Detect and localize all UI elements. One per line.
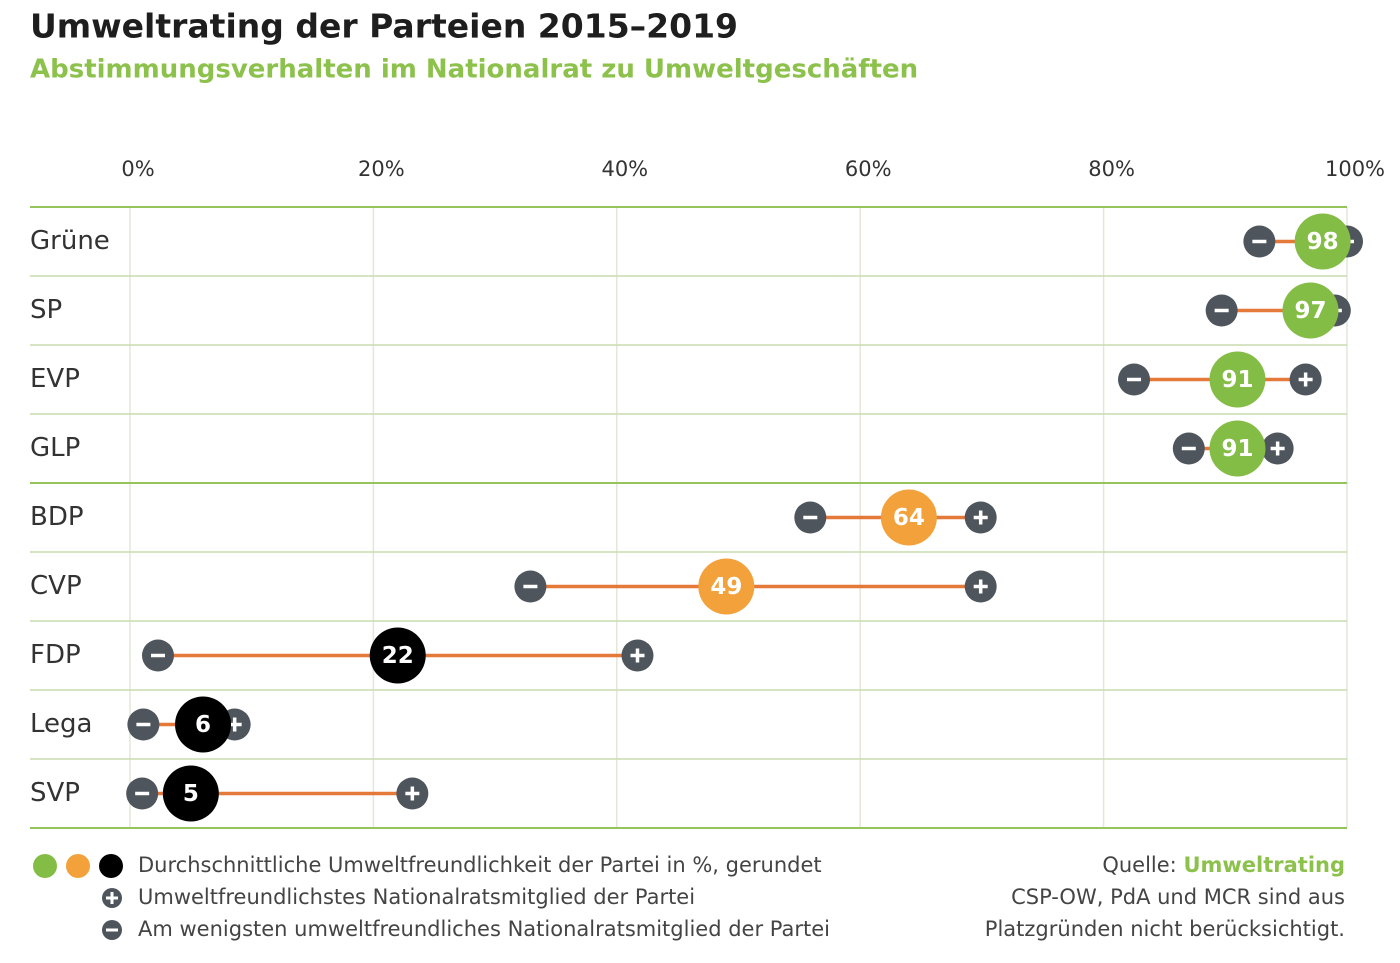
average-marker: [162, 765, 219, 822]
x-tick-label: 100%: [1325, 157, 1385, 181]
value-label: 5: [183, 781, 199, 807]
category-label: Lega: [30, 709, 92, 739]
category-label: EVP: [30, 364, 80, 394]
x-tick-label: 20%: [358, 157, 405, 181]
legend-swatch: [66, 854, 90, 878]
average-marker: [369, 627, 426, 684]
legend-label: Durchschnittliche Umweltfreundlichkeit d…: [138, 853, 822, 877]
x-tick-label: 40%: [601, 157, 648, 181]
category-label: Grüne: [30, 226, 110, 256]
average-marker: [1282, 282, 1339, 339]
value-label: 91: [1221, 367, 1253, 393]
average-marker: [1209, 420, 1266, 477]
category-label: GLP: [30, 433, 80, 463]
value-label: 97: [1294, 298, 1326, 324]
category-label: FDP: [30, 640, 81, 670]
value-label: 22: [382, 643, 414, 669]
x-tick-label: 0%: [121, 157, 154, 181]
legend-label: Umweltfreundlichstes Nationalratsmitglie…: [138, 885, 695, 909]
category-label: CVP: [30, 571, 82, 601]
legend-label: Am wenigsten umweltfreundliches National…: [138, 917, 830, 941]
average-marker: [1294, 213, 1351, 270]
source: Quelle: Umweltrating: [1102, 853, 1345, 877]
note: CSP-OW, PdA und MCR sind aus: [1011, 885, 1345, 909]
chart-title: Umweltrating der Parteien 2015–2019: [30, 7, 738, 46]
average-marker: [698, 558, 755, 615]
category-label: SVP: [30, 778, 80, 808]
average-marker: [1209, 351, 1266, 408]
value-label: 91: [1221, 436, 1253, 462]
average-marker: [880, 489, 937, 546]
source-name: Umweltrating: [1183, 853, 1345, 877]
category-label: SP: [30, 295, 62, 325]
legend-swatch: [99, 854, 123, 878]
legend-swatch: [33, 854, 57, 878]
chart-subtitle: Abstimmungsverhalten im Nationalrat zu U…: [30, 55, 918, 85]
value-label: 64: [893, 505, 925, 531]
value-label: 98: [1307, 229, 1339, 255]
value-label: 49: [710, 574, 742, 600]
value-label: 6: [195, 712, 211, 738]
x-tick-label: 60%: [845, 157, 892, 181]
x-tick-label: 80%: [1088, 157, 1135, 181]
average-marker: [175, 696, 232, 753]
source-prefix: Quelle:: [1102, 853, 1176, 877]
note: Platzgründen nicht berücksichtigt.: [985, 917, 1345, 941]
category-label: BDP: [30, 502, 84, 532]
